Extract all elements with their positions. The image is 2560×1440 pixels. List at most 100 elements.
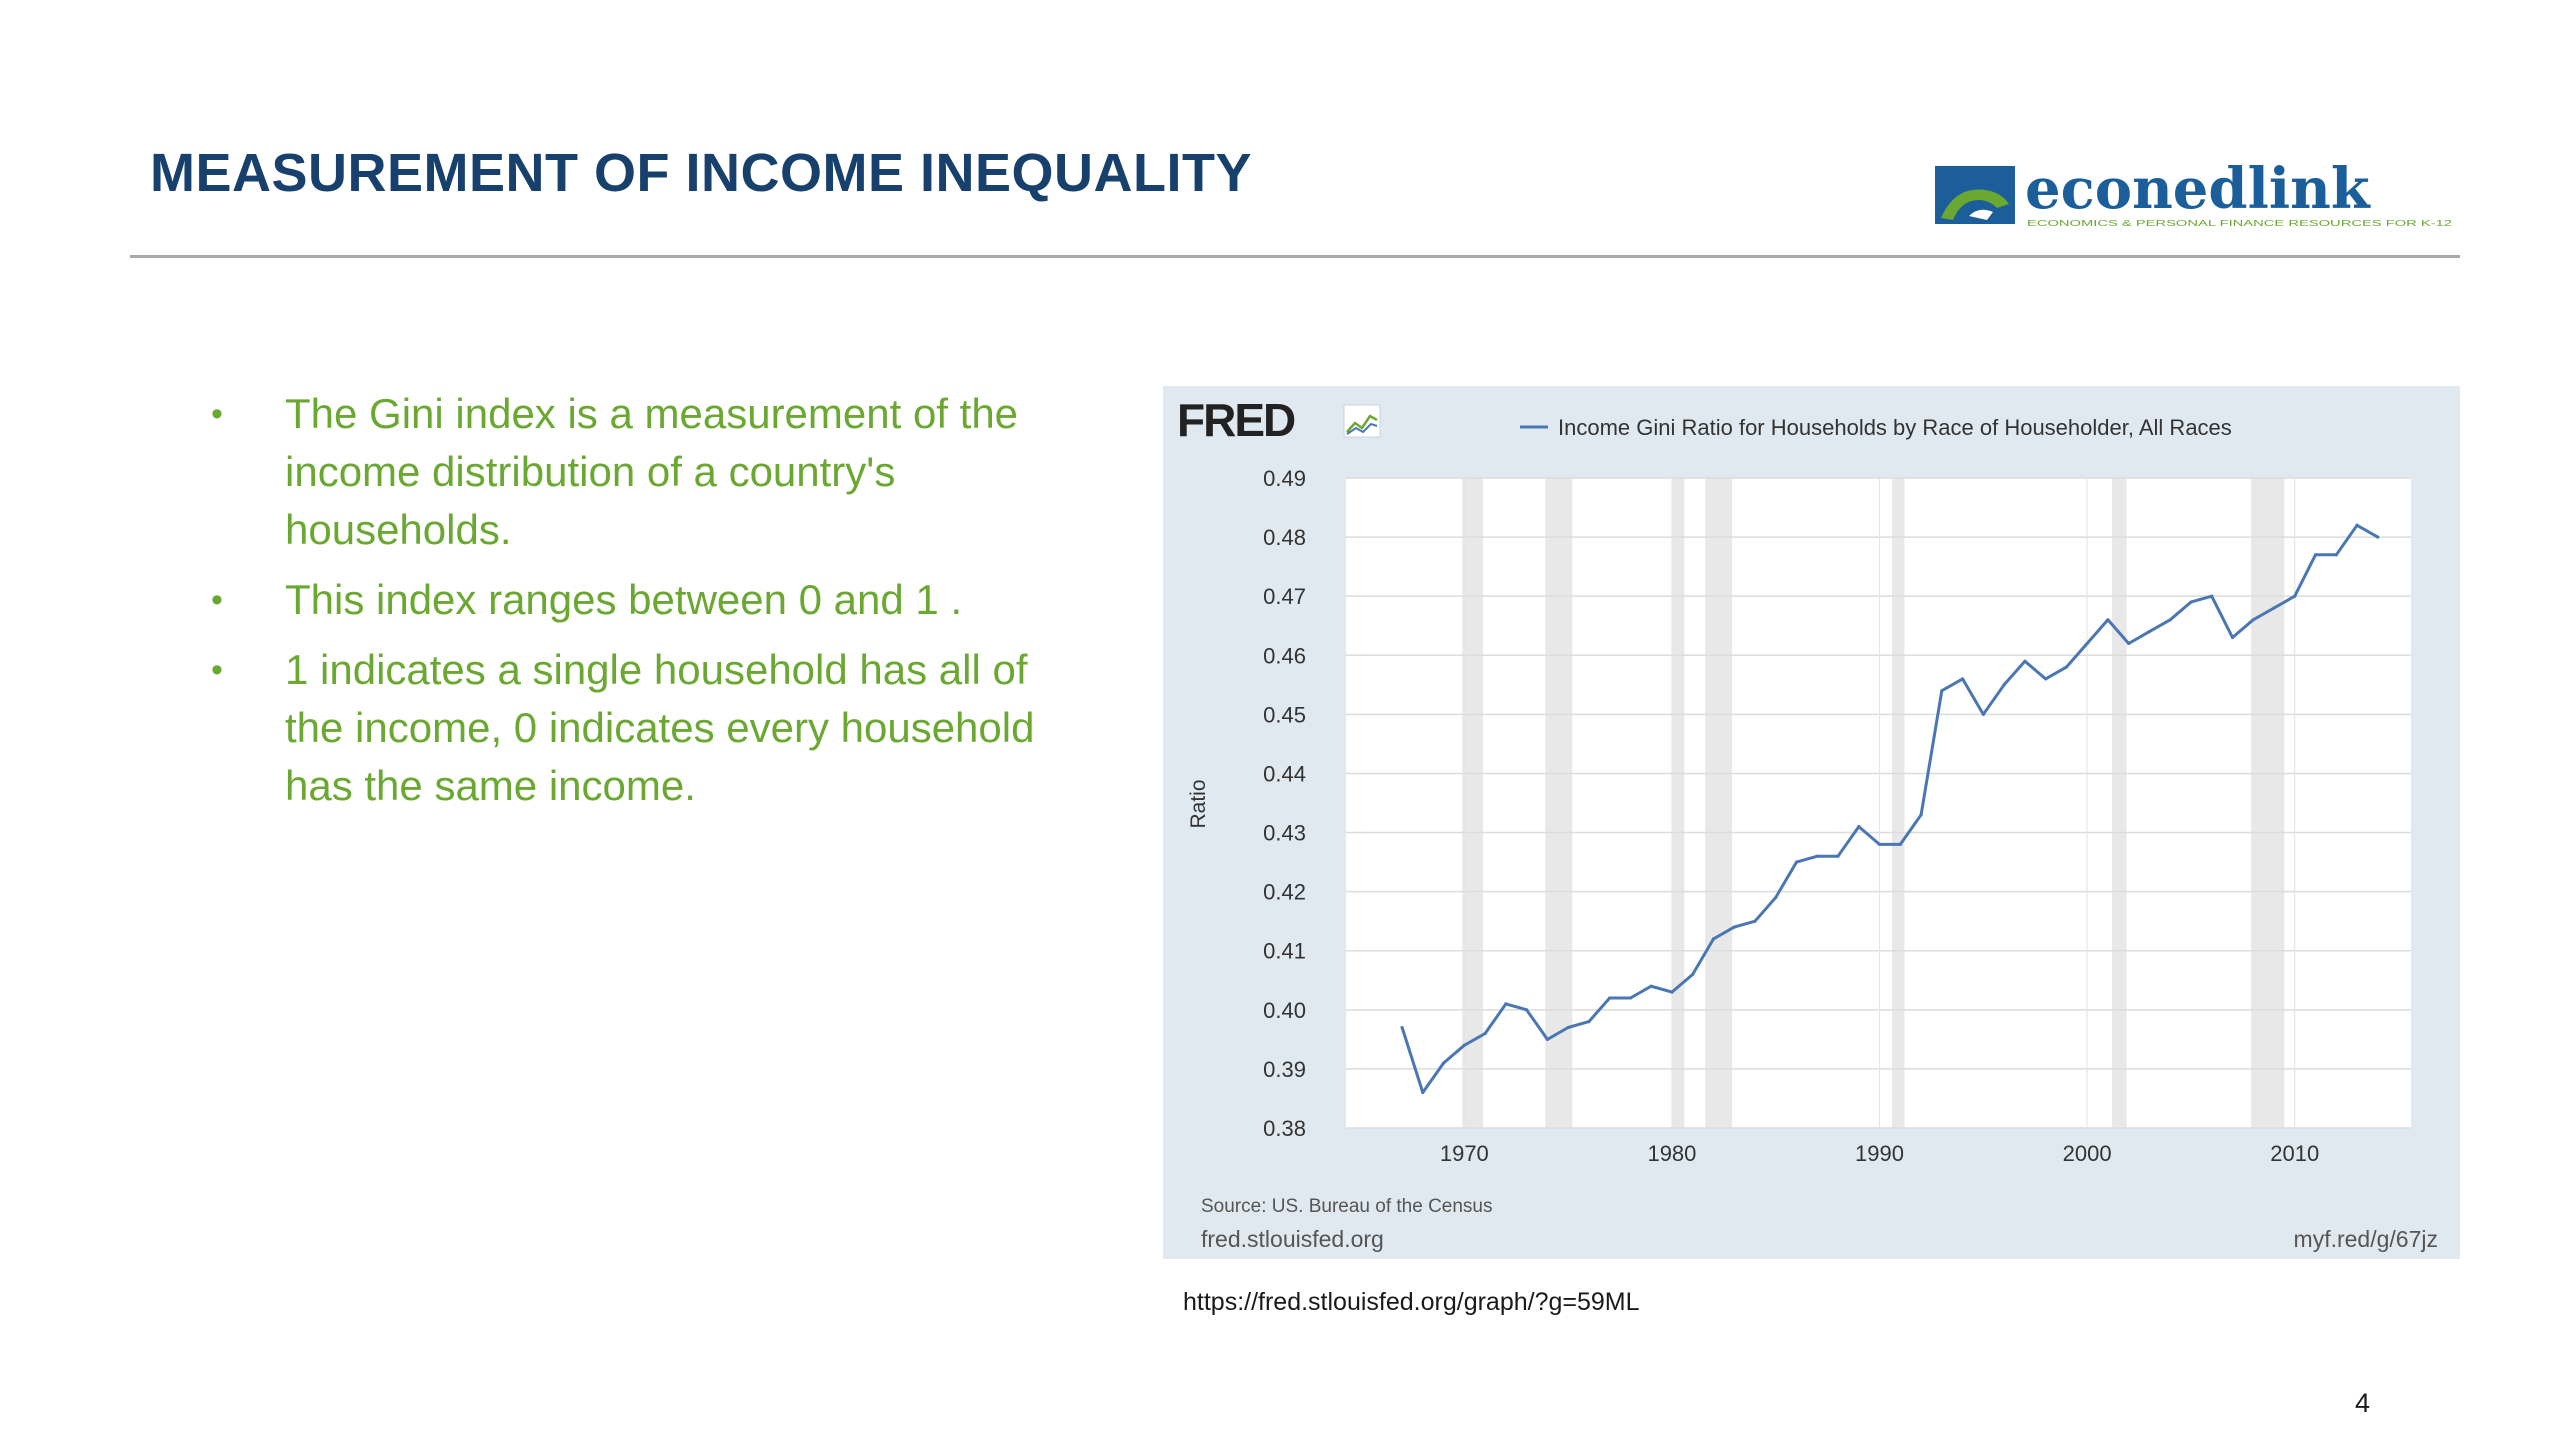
fred-logo-text: FRED bbox=[1177, 394, 1295, 446]
y-axis-label: Ratio bbox=[1187, 779, 1210, 828]
bullet-text: 1 indicates a single household has all o… bbox=[285, 646, 1035, 809]
data-point bbox=[1836, 854, 1840, 858]
data-point bbox=[2334, 553, 2338, 557]
data-point bbox=[2251, 618, 2255, 622]
y-tick-label: 0.45 bbox=[1263, 702, 1306, 727]
data-point bbox=[1981, 712, 1985, 716]
logo-wordmark: econedlink bbox=[2025, 160, 2371, 222]
data-point bbox=[1649, 984, 1653, 988]
data-point bbox=[2230, 635, 2235, 640]
data-point bbox=[2272, 606, 2276, 610]
data-point bbox=[2085, 641, 2089, 646]
data-point bbox=[1753, 919, 1757, 923]
x-axis-ticks: 1970 1980 1990 2000 2010 bbox=[1440, 1141, 2319, 1166]
fred-chart-icon bbox=[1343, 404, 1381, 438]
recession-band bbox=[1671, 478, 1685, 1128]
slide-title: MEASUREMENT OF INCOME INEQUALITY bbox=[150, 143, 1253, 203]
data-point bbox=[1504, 1002, 1508, 1006]
y-tick-label: 0.48 bbox=[1263, 525, 1306, 550]
fred-chart: FRED Income Gini Ratio for Households by… bbox=[1163, 386, 2460, 1259]
y-tick-label: 0.46 bbox=[1263, 643, 1306, 668]
x-tick-label: 1990 bbox=[1855, 1141, 1904, 1166]
series-line bbox=[1400, 523, 2379, 1094]
y-tick-label: 0.43 bbox=[1263, 821, 1306, 846]
data-point bbox=[1462, 1043, 1466, 1047]
bullet-item: • The Gini index is a measurement of the … bbox=[205, 385, 1065, 559]
data-point bbox=[1545, 1037, 1549, 1041]
chart-svg: FRED Income Gini Ratio for Households by… bbox=[1177, 394, 2438, 1252]
recession-band bbox=[1891, 478, 1905, 1128]
data-point bbox=[2023, 659, 2027, 663]
data-point bbox=[1566, 1025, 1570, 1030]
bullet-dot-icon: • bbox=[211, 651, 223, 689]
data-point bbox=[2002, 683, 2006, 687]
legend-label: Income Gini Ratio for Households by Race… bbox=[1558, 415, 2232, 440]
data-point bbox=[1815, 854, 1819, 858]
data-point bbox=[1919, 813, 1923, 817]
data-point bbox=[2355, 523, 2359, 527]
econedlink-logo: econedlink ECONOMICS & PERSONAL FINANCE … bbox=[1935, 160, 2455, 230]
data-point bbox=[2147, 630, 2152, 634]
grid-lines bbox=[1346, 477, 2411, 1129]
data-point bbox=[1940, 689, 1944, 693]
data-point bbox=[2376, 535, 2380, 539]
data-point bbox=[1857, 825, 1861, 829]
data-point bbox=[1441, 1061, 1446, 1065]
plot-area bbox=[1346, 478, 2411, 1128]
data-point bbox=[1877, 842, 1882, 846]
page-number: 4 bbox=[2355, 1388, 2371, 1418]
bullet-text: This index ranges between 0 and 1 . bbox=[285, 576, 963, 623]
y-tick-label: 0.40 bbox=[1263, 998, 1306, 1023]
data-point bbox=[1608, 996, 1612, 1000]
bullet-dot-icon: • bbox=[211, 395, 223, 433]
chart-footer-right: myf.red/g/67jz bbox=[2294, 1226, 2438, 1252]
data-point bbox=[2168, 618, 2172, 622]
bullet-list: • The Gini index is a measurement of the … bbox=[205, 385, 1065, 827]
chart-legend: Income Gini Ratio for Households by Race… bbox=[1520, 415, 2232, 440]
data-point bbox=[2313, 553, 2318, 557]
data-point bbox=[1525, 1008, 1529, 1012]
x-tick-label: 2000 bbox=[2063, 1141, 2112, 1166]
data-point bbox=[2044, 677, 2048, 681]
data-point bbox=[1628, 996, 1633, 1000]
y-tick-label: 0.42 bbox=[1263, 880, 1306, 905]
recession-bands bbox=[1462, 478, 2285, 1128]
data-point bbox=[1711, 937, 1716, 941]
logo-tagline: ECONOMICS & PERSONAL FINANCE RESOURCES F… bbox=[2027, 219, 2453, 228]
data-point bbox=[1732, 925, 1736, 929]
data-point bbox=[2106, 618, 2110, 622]
data-point bbox=[2210, 594, 2214, 598]
recession-band bbox=[1705, 478, 1733, 1128]
x-tick-label: 1980 bbox=[1647, 1141, 1696, 1166]
title-divider bbox=[130, 255, 2460, 258]
data-point bbox=[1898, 842, 1902, 846]
data-point bbox=[1400, 1025, 1404, 1030]
y-tick-label: 0.44 bbox=[1263, 761, 1306, 786]
data-point bbox=[2189, 600, 2193, 604]
recession-band bbox=[1545, 478, 1573, 1128]
bullet-item: • This index ranges between 0 and 1 . bbox=[205, 571, 1065, 629]
x-tick-label: 1970 bbox=[1440, 1141, 1489, 1166]
bullet-dot-icon: • bbox=[211, 581, 223, 619]
y-axis-ticks: 0.38 0.39 0.40 0.41 0.42 0.43 0.44 0.45 0.46 0.47… bbox=[1263, 466, 1306, 1141]
data-point bbox=[2064, 665, 2068, 669]
fred-brand: FRED bbox=[1177, 394, 1381, 446]
graph-url[interactable]: https://fred.stlouisfed.org/graph/?g=59M… bbox=[1183, 1288, 1640, 1316]
y-tick-label: 0.39 bbox=[1263, 1057, 1306, 1082]
data-point bbox=[2127, 641, 2131, 646]
econedlink-logo-graphic: econedlink ECONOMICS & PERSONAL FINANCE … bbox=[1935, 160, 2453, 228]
y-tick-label: 0.38 bbox=[1263, 1116, 1306, 1141]
bullet-text: The Gini index is a measurement of the i… bbox=[285, 390, 1019, 553]
y-tick-label: 0.49 bbox=[1263, 466, 1306, 491]
data-point bbox=[1587, 1020, 1591, 1024]
data-point bbox=[1670, 990, 1674, 994]
chart-footer-left: fred.stlouisfed.org bbox=[1201, 1226, 1384, 1252]
recession-band bbox=[1462, 478, 1484, 1128]
y-tick-label: 0.47 bbox=[1263, 584, 1306, 609]
chart-source: Source: US. Bureau of the Census bbox=[1201, 1196, 1493, 1217]
data-point bbox=[2293, 594, 2297, 598]
bullet-item: • 1 indicates a single household has all … bbox=[205, 641, 1065, 815]
data-point bbox=[1691, 972, 1695, 976]
recession-band bbox=[2251, 478, 2285, 1128]
x-tick-label: 2010 bbox=[2270, 1141, 2319, 1166]
